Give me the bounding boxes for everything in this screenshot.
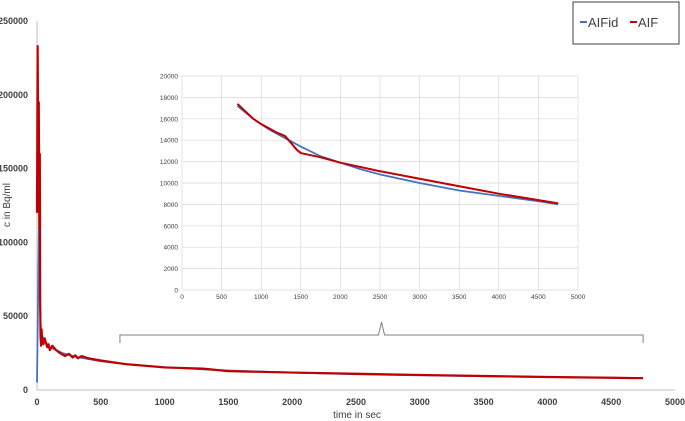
- main-x-tick-labels: 0 500 1000 1500 2000 2500 3000 3500 4000 4500 5000: [34, 397, 685, 407]
- inset-y-tick-label: 4000: [164, 245, 179, 252]
- inset-y-tick-label: 10000: [160, 181, 178, 188]
- main-series-group: [35, 44, 644, 383]
- inset-y-tick-label: 0: [174, 288, 178, 295]
- inset-x-tick-label: 2000: [333, 294, 348, 301]
- legend-box: [572, 1, 680, 45]
- legend-label-aifid: AIFid: [588, 15, 618, 30]
- inset-x-tick-label: 4500: [531, 294, 546, 301]
- main-x-tick-label: 4000: [537, 397, 557, 407]
- main-y-tick-label: 250000: [0, 16, 28, 26]
- main-x-tick-label: 500: [93, 397, 108, 407]
- main-x-tick-label: 2500: [346, 397, 366, 407]
- inset-x-tick-label: 1500: [294, 294, 309, 301]
- inset-plot: 0200040006000800010000120001400016000180…: [160, 74, 586, 302]
- inset-y-tick-label: 18000: [160, 95, 178, 102]
- inset-series-line-aif: [236, 103, 559, 205]
- main-y-tick-label: 100000: [0, 237, 28, 247]
- inset-series-line-aifid: [236, 105, 559, 206]
- zoom-bracket: [119, 321, 644, 343]
- main-x-tick-label: 4500: [601, 397, 621, 407]
- main-series-line-aif: [35, 44, 644, 380]
- main-y-tick-label: 150000: [0, 164, 28, 174]
- inset-x-tick-label: 5000: [571, 294, 586, 301]
- inset-x-tick-label: 3000: [412, 294, 427, 301]
- main-x-tick-label: 1500: [218, 397, 238, 407]
- main-x-tick-label: 0: [34, 397, 39, 407]
- main-x-tick-label: 5000: [665, 397, 685, 407]
- main-x-tick-label: 3000: [410, 397, 430, 407]
- main-y-tick-label: 50000: [3, 311, 28, 321]
- inset-y-tick-label: 2000: [164, 266, 179, 273]
- inset-series-group: [236, 103, 559, 206]
- main-y-tick-label: 200000: [0, 90, 28, 100]
- legend-label-aif: AIF: [638, 15, 658, 30]
- main-y-tick-label: 0: [23, 385, 28, 395]
- inset-y-tick-label: 8000: [164, 202, 179, 209]
- main-y-axis-title: c in Bq/ml: [2, 183, 13, 227]
- inset-y-tick-label: 6000: [164, 223, 179, 230]
- inset-y-tick-labels: 0 2000 4000 6000 8000 10000 12000 14000 16000 180…: [160, 74, 178, 295]
- inset-x-tick-label: 2500: [373, 294, 388, 301]
- main-x-tick-label: 1000: [155, 397, 175, 407]
- main-y-tick-labels: 0 50000 100000 150000 200000 250000: [0, 16, 28, 395]
- inset-x-tick-label: 1000: [254, 294, 269, 301]
- inset-x-tick-label: 3500: [452, 294, 467, 301]
- inset-y-tick-label: 20000: [160, 74, 178, 81]
- inset-y-tick-label: 14000: [160, 138, 178, 145]
- inset-x-tick-label: 0: [180, 294, 184, 301]
- main-x-tick-label: 2000: [282, 397, 302, 407]
- inset-y-tick-label: 12000: [160, 159, 178, 166]
- inset-x-tick-label: 4000: [492, 294, 507, 301]
- main-x-tick-label: 3500: [474, 397, 494, 407]
- inset-x-tick-labels: 0 500 1000 1500 2000 2500 3000 3500 4000 4500 5000: [180, 294, 585, 301]
- main-x-axis-title: time in sec: [333, 410, 381, 421]
- inset-x-tick-label: 500: [216, 294, 227, 301]
- legend: AIFid AIF: [572, 1, 680, 45]
- inset-y-tick-label: 16000: [160, 116, 178, 123]
- inset-gridlines: [181, 75, 579, 291]
